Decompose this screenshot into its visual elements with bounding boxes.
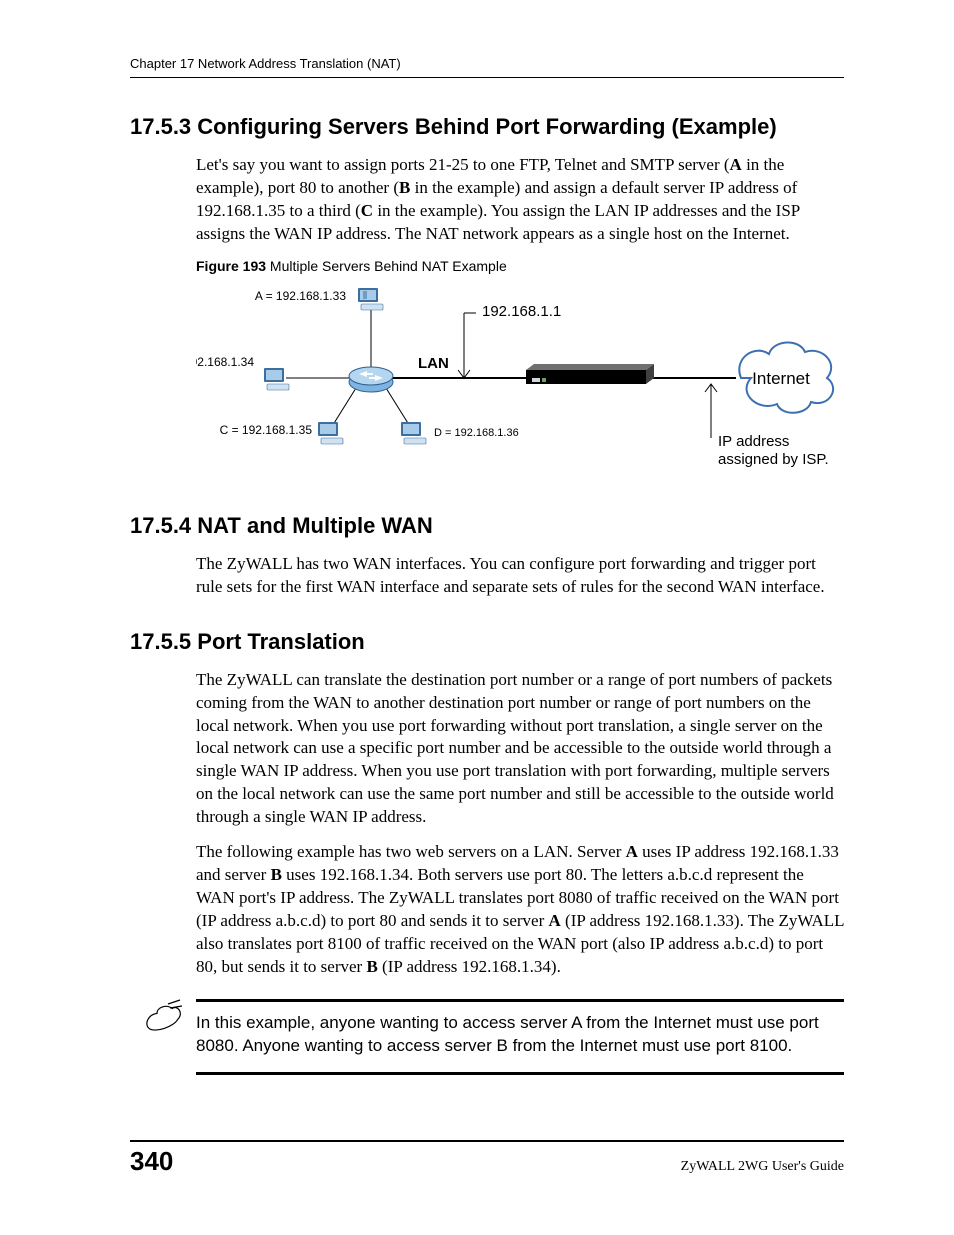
bold-b: B	[271, 865, 282, 884]
note-text: In this example, anyone wanting to acces…	[196, 1012, 844, 1058]
bold-a: A	[730, 155, 742, 174]
internet-label: Internet	[752, 369, 810, 388]
bold-a: A	[626, 842, 638, 861]
isp-label-line2: assigned by ISP.	[718, 451, 829, 468]
router-ip-label: 192.168.1.1	[482, 303, 561, 320]
bold-b: B	[399, 178, 410, 197]
manual-title: ZyWALL 2WG User's Guide	[681, 1159, 844, 1175]
lan-label: LAN	[418, 355, 449, 372]
figure-number: Figure 193	[196, 258, 266, 274]
text: (IP address 192.168.1.34).	[378, 957, 561, 976]
isp-label-line1: IP address	[718, 433, 789, 450]
section-17-5-3-paragraph: Let's say you want to assign ports 21-25…	[130, 154, 844, 246]
bold-c: C	[361, 201, 373, 220]
chapter-header: Chapter 17 Network Address Translation (…	[130, 56, 844, 78]
page-footer: 340 ZyWALL 2WG User's Guide	[130, 1140, 844, 1177]
figure-193-diagram: Internet A = 192.168.1.33 B = 192.168.1.…	[130, 278, 844, 483]
bold-b: B	[366, 957, 377, 976]
host-a-label: A = 192.168.1.33	[255, 289, 346, 303]
section-17-5-5-paragraph-2: The following example has two web server…	[130, 841, 844, 979]
figure-title: Multiple Servers Behind NAT Example	[266, 258, 507, 274]
bold-a: A	[549, 911, 561, 930]
note-block: In this example, anyone wanting to acces…	[130, 999, 844, 1075]
section-17-5-3-heading: 17.5.3 Configuring Servers Behind Port F…	[130, 114, 844, 140]
text: The following example has two web server…	[196, 842, 626, 861]
host-d-label: D = 192.168.1.36	[434, 427, 519, 439]
figure-caption: Figure 193 Multiple Servers Behind NAT E…	[130, 258, 844, 274]
pc-b-icon	[264, 368, 289, 390]
text: Let's say you want to assign ports 21-25…	[196, 155, 730, 174]
host-b-label: B = 192.168.1.34	[196, 355, 254, 369]
host-c-label: C = 192.168.1.35	[220, 423, 313, 437]
section-17-5-4-paragraph: The ZyWALL has two WAN interfaces. You c…	[130, 553, 844, 599]
nat-diagram-svg: Internet A = 192.168.1.33 B = 192.168.1.…	[196, 278, 836, 478]
note-hand-icon	[140, 996, 184, 1032]
section-17-5-4-heading: 17.5.4 NAT and Multiple WAN	[130, 513, 844, 539]
pc-c-icon	[318, 422, 343, 444]
switch-icon	[349, 367, 393, 392]
pc-d-icon	[401, 422, 426, 444]
section-17-5-5-heading: 17.5.5 Port Translation	[130, 629, 844, 655]
internet-cloud-icon: Internet	[739, 342, 833, 412]
router-icon	[526, 364, 654, 384]
section-17-5-5-paragraph-1: The ZyWALL can translate the destination…	[130, 669, 844, 830]
page-number: 340	[130, 1146, 173, 1177]
pc-a-icon	[358, 288, 383, 310]
